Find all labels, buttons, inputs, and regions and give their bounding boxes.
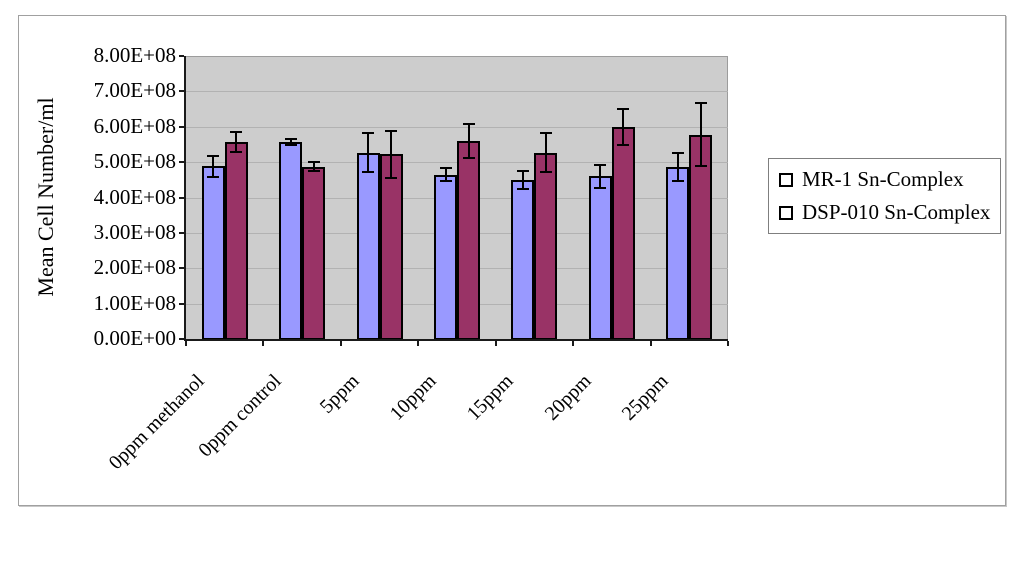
error-bar-cap-bottom [462,156,475,159]
error-bar-cap-top [230,131,243,134]
legend-swatch-mr1-icon [779,172,793,187]
error-bar-dsp010-25ppm [699,102,702,167]
error-bar-cap-bottom [694,165,707,168]
error-bar-cap-top [439,167,452,170]
error-bar-cap-top [516,169,529,172]
y-tick-mark [179,196,184,199]
y-tick-mark [179,267,184,270]
bar-dsp010-5ppm [379,154,403,340]
error-bar-cap-top [539,131,552,134]
error-bar-cap-top [362,132,375,135]
gridline [186,91,728,93]
error-bar-cap-bottom [594,186,607,189]
error-bar-dsp010-20ppm [622,108,625,145]
bar-mr1-0ppm-control [279,141,303,340]
legend-label-mr1: MR-1 Sn-Complex [802,167,964,191]
bar-dsp010-20ppm [611,126,635,340]
error-bar-cap-top [207,154,220,157]
x-tick-mark [572,341,575,346]
x-tick-mark [649,341,652,346]
bar-mr1-25ppm [666,166,690,340]
error-bar-cap-top [307,161,320,164]
error-bar-dsp010-0ppm-methanol [235,132,238,152]
error-bar-cap-top [594,163,607,166]
error-bar-dsp010-5ppm [390,130,393,178]
y-tick-label: 4.00E+08 [93,184,176,209]
error-bar-mr1-0ppm-control [289,138,292,146]
bar-dsp010-15ppm [534,152,558,340]
y-tick-label: 7.00E+08 [93,78,176,103]
y-axis-title: Mean Cell Number/ml [33,97,58,297]
bar-dsp010-10ppm [457,140,480,340]
x-tick-mark [727,341,729,346]
error-bar-mr1-5ppm [367,133,370,173]
y-tick-mark [179,231,184,234]
y-tick-label: 5.00E+08 [93,149,176,174]
error-bar-cap-bottom [284,144,297,147]
bar-mr1-15ppm [511,179,535,340]
bar-mr1-5ppm [356,152,380,340]
y-tick-mark [179,125,184,128]
x-axis-line [184,339,728,341]
y-tick-label: 0.00E+00 [93,326,176,350]
error-bar-cap-bottom [617,143,630,146]
error-bar-cap-bottom [207,175,220,178]
error-bar-cap-bottom [385,176,398,179]
legend-label-dsp010: DSP-010 Sn-Complex [802,200,991,224]
error-bar-cap-bottom [362,171,375,174]
y-tick-label: 2.00E+08 [93,255,176,280]
error-bar-mr1-0ppm-methanol [212,155,215,177]
error-bar-cap-bottom [307,169,320,172]
bar-chart: 0.00E+00 1.00E+08 2.00E+08 3.00E+08 4.00E+08… [18,15,1006,506]
error-bar-cap-bottom [539,171,552,174]
error-bar-mr1-20ppm [599,164,602,188]
y-tick-mark [179,161,184,164]
bar-dsp010-0ppm-methanol [224,141,248,340]
error-bar-cap-bottom [439,179,452,182]
y-tick-mark [179,55,184,57]
y-tick-label: 6.00E+08 [93,113,176,138]
y-tick-mark [179,302,184,305]
y-tick-mark [179,90,184,93]
y-axis-line [184,56,186,341]
error-bar-cap-top [284,137,297,140]
legend-swatch-dsp010-icon [779,205,793,220]
error-bar-cap-bottom [516,187,529,190]
legend-item-dsp010: DSP-010 Sn-Complex [779,200,1000,225]
error-bar-mr1-10ppm [444,168,447,181]
error-bar-dsp010-10ppm [467,124,470,158]
x-tick-mark [185,341,187,346]
bar-mr1-0ppm-methanol [201,166,225,340]
y-tick-label: 3.00E+08 [93,219,176,244]
error-bar-cap-top [694,101,707,104]
y-tick-label: 8.00E+08 [93,43,176,67]
x-tick-mark [417,341,420,346]
y-tick-label: 1.00E+08 [93,290,176,315]
bar-mr1-20ppm [588,176,612,340]
y-tick-mark [179,338,184,340]
error-bar-cap-bottom [671,179,684,182]
bar-dsp010-0ppm-control [302,166,326,340]
error-bar-mr1-25ppm [676,152,679,181]
error-bar-cap-top [671,151,684,154]
error-bar-cap-top [385,129,398,132]
legend: MR-1 Sn-Complex DSP-010 Sn-Complex [768,158,1001,234]
error-bar-dsp010-15ppm [544,132,547,173]
error-bar-cap-top [462,123,475,126]
gridline [186,126,728,128]
bar-mr1-10ppm [434,174,457,340]
x-tick-mark [262,341,265,346]
x-tick-mark [339,341,342,346]
legend-item-mr1: MR-1 Sn-Complex [779,167,1000,192]
error-bar-dsp010-0ppm-control [312,162,315,171]
error-bar-cap-bottom [230,150,243,153]
error-bar-cap-top [617,107,630,110]
error-bar-mr1-15ppm [521,170,524,189]
x-tick-mark [494,341,497,346]
